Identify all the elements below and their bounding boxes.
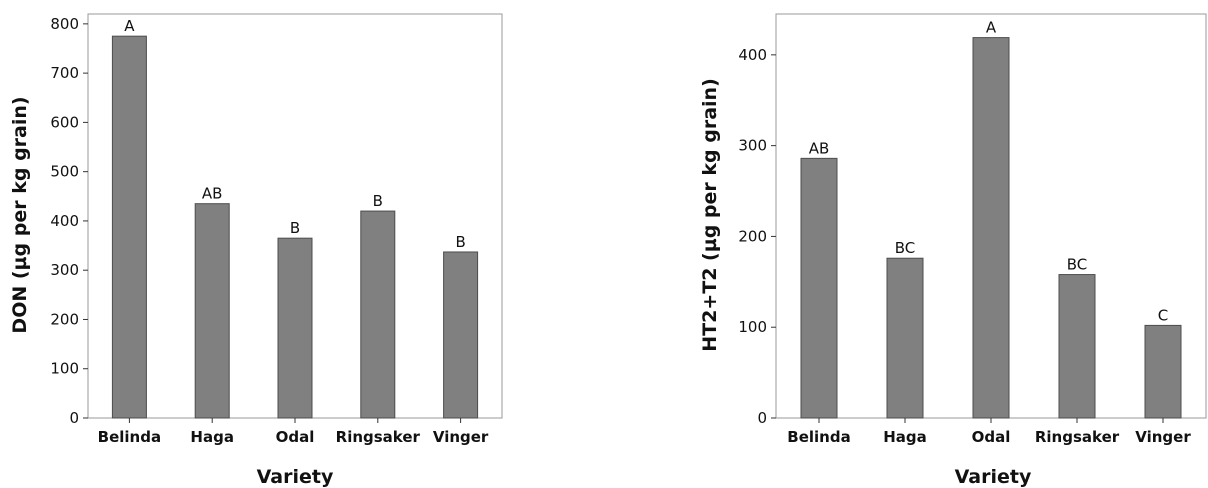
significance-letter: B bbox=[373, 192, 383, 210]
y-tick-label: 400 bbox=[738, 46, 767, 64]
y-tick-label: 200 bbox=[738, 227, 767, 245]
category-label: Odal bbox=[276, 428, 315, 446]
bar-belinda bbox=[111, 35, 147, 419]
y-tick-label: 400 bbox=[50, 212, 79, 230]
category-label: Haga bbox=[883, 428, 927, 446]
don-bar-chart: DON (µg per kg grain) Variety 0 100 200 300… bbox=[9, 13, 503, 488]
bar-haga bbox=[886, 257, 924, 419]
bar-haga bbox=[194, 203, 230, 419]
y-tick-label: 700 bbox=[50, 64, 79, 82]
significance-letter: BC bbox=[1067, 256, 1088, 274]
y-tick-label: 600 bbox=[50, 113, 79, 131]
significance-letter: B bbox=[290, 219, 300, 237]
bar-vinger bbox=[443, 251, 479, 419]
bar-belinda bbox=[800, 157, 838, 419]
category-label: Haga bbox=[190, 428, 234, 446]
significance-letter: C bbox=[1158, 306, 1168, 324]
category-label: Vinger bbox=[1135, 428, 1191, 446]
y-axis-title: HT2+T2 (µg per kg grain) bbox=[699, 78, 721, 352]
bar-ringsaker bbox=[360, 210, 396, 419]
y-tick-label: 100 bbox=[50, 360, 79, 378]
category-label: Belinda bbox=[787, 428, 850, 446]
y-tick-label: 0 bbox=[69, 409, 79, 427]
y-tick-label: 300 bbox=[50, 261, 79, 279]
bar-odal bbox=[972, 37, 1010, 419]
y-tick-label: 0 bbox=[757, 409, 767, 427]
bar-ringsaker bbox=[1058, 274, 1096, 419]
y-tick-label: 100 bbox=[738, 318, 767, 336]
significance-letter: A bbox=[124, 17, 135, 35]
bar-odal bbox=[277, 237, 313, 419]
ht2-t2-bar-chart: HT2+T2 (µg per kg grain) Variety 0 100 200… bbox=[699, 13, 1207, 488]
significance-letter: AB bbox=[202, 185, 223, 203]
category-label: Vinger bbox=[433, 428, 489, 446]
y-tick-label: 200 bbox=[50, 310, 79, 328]
y-tick-label: 300 bbox=[738, 137, 767, 155]
significance-letter: B bbox=[455, 233, 465, 251]
category-label: Belinda bbox=[98, 428, 161, 446]
y-tick-label: 800 bbox=[50, 15, 79, 33]
x-axis-title: Variety bbox=[257, 466, 334, 488]
y-axis-title: DON (µg per kg grain) bbox=[9, 96, 31, 333]
category-label: Ringsaker bbox=[336, 428, 421, 446]
significance-letter: A bbox=[986, 19, 997, 37]
bar-vinger bbox=[1144, 324, 1182, 419]
y-tick-label: 500 bbox=[50, 163, 79, 181]
category-label: Ringsaker bbox=[1035, 428, 1120, 446]
category-label: Odal bbox=[972, 428, 1011, 446]
x-axis-title: Variety bbox=[955, 466, 1032, 488]
significance-letter: BC bbox=[895, 239, 916, 257]
significance-letter: AB bbox=[809, 139, 830, 157]
